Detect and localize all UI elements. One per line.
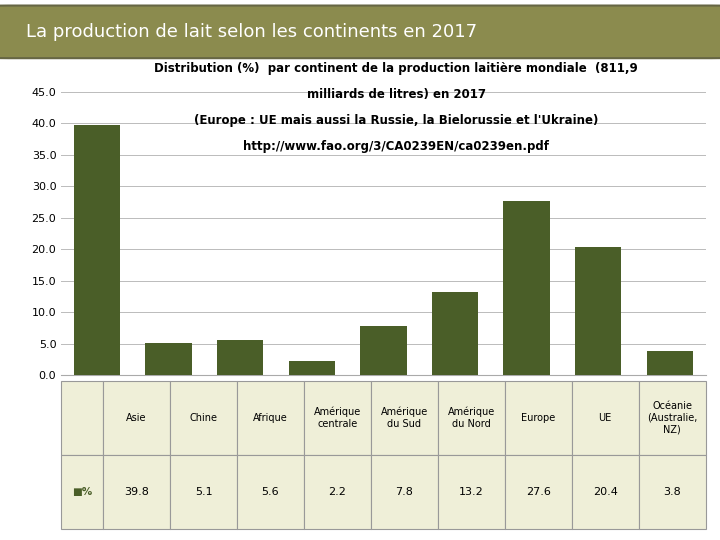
Bar: [73, 125, 120, 375]
Bar: [639, 455, 706, 529]
Text: 20.4: 20.4: [593, 487, 618, 497]
Bar: [289, 361, 335, 375]
Text: La production de lait selon les continents en 2017: La production de lait selon les continen…: [26, 23, 477, 41]
Bar: [371, 381, 438, 455]
Text: 39.8: 39.8: [124, 487, 149, 497]
Text: Océanie
(Australie,
NZ): Océanie (Australie, NZ): [647, 401, 697, 434]
Text: (Europe : UE mais aussi la Russie, la Bielorussie et l'Ukraine): (Europe : UE mais aussi la Russie, la Bi…: [194, 114, 598, 127]
Bar: [217, 340, 264, 375]
Bar: [438, 455, 505, 529]
Bar: [170, 381, 237, 455]
Bar: [103, 455, 170, 529]
Bar: [572, 455, 639, 529]
Text: Europe: Europe: [521, 413, 555, 423]
Text: UE: UE: [598, 413, 612, 423]
Text: 5.1: 5.1: [194, 487, 212, 497]
Bar: [145, 343, 192, 375]
Text: Chine: Chine: [189, 413, 217, 423]
Bar: [304, 381, 371, 455]
Text: Amérique
du Nord: Amérique du Nord: [448, 407, 495, 429]
Text: 2.2: 2.2: [328, 487, 346, 497]
Bar: [304, 455, 371, 529]
Text: Amérique
centrale: Amérique centrale: [314, 407, 361, 429]
Text: 5.6: 5.6: [261, 487, 279, 497]
Text: 13.2: 13.2: [459, 487, 484, 497]
Bar: [103, 381, 170, 455]
Text: Asie: Asie: [126, 413, 147, 423]
Bar: [503, 201, 550, 375]
Bar: [647, 352, 693, 375]
Bar: [360, 326, 407, 375]
FancyBboxPatch shape: [0, 5, 720, 58]
Bar: [572, 381, 639, 455]
Bar: [639, 381, 706, 455]
Bar: [61, 455, 103, 529]
Bar: [438, 381, 505, 455]
Text: Amérique
du Sud: Amérique du Sud: [381, 407, 428, 429]
Text: http://www.fao.org/3/CA0239EN/ca0239en.pdf: http://www.fao.org/3/CA0239EN/ca0239en.p…: [243, 140, 549, 153]
Text: 7.8: 7.8: [395, 487, 413, 497]
Bar: [505, 455, 572, 529]
Text: Afrique: Afrique: [253, 413, 288, 423]
Bar: [170, 455, 237, 529]
Bar: [237, 455, 304, 529]
Bar: [575, 247, 621, 375]
Bar: [505, 381, 572, 455]
Bar: [61, 381, 103, 455]
Text: Distribution (%)  par continent de la production laitière mondiale  (811,9: Distribution (%) par continent de la pro…: [154, 62, 638, 75]
Text: milliards de litres) en 2017: milliards de litres) en 2017: [307, 88, 485, 101]
Bar: [237, 381, 304, 455]
Bar: [432, 292, 478, 375]
Bar: [371, 455, 438, 529]
Text: 27.6: 27.6: [526, 487, 551, 497]
Text: ■%: ■%: [72, 487, 92, 497]
Text: 3.8: 3.8: [663, 487, 681, 497]
